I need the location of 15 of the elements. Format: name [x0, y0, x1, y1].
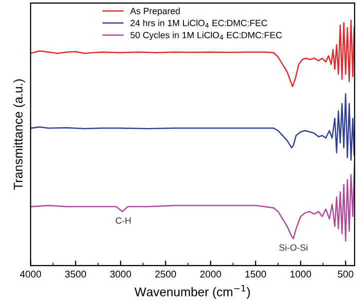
legend-label: 50 Cycles in 1M LiClO$_{4}$ EC:DMC:FEC	[130, 32, 282, 40]
annotation: C-H	[116, 217, 131, 224]
annotation: Si-O-Si	[279, 244, 308, 251]
x-axis-title: Wavenumber (cm$^{−1}$)	[134, 285, 250, 299]
x-tick-label: 2500	[155, 270, 176, 278]
x-tick-label: 3500	[65, 270, 86, 278]
x-tick-label: 4000	[20, 270, 42, 278]
legend-label: 24 hrs in 1M LiClO$_{4}$ EC:DMC:FEC	[130, 20, 268, 28]
x-tick-label: 1000	[290, 270, 312, 278]
x-tick-label: 500	[338, 270, 354, 278]
x-tick-label: 1500	[246, 270, 266, 278]
x-tick-label: 3000	[110, 270, 132, 278]
x-tick-label: 2000	[200, 270, 222, 278]
legend-label: As Prepared	[130, 8, 180, 16]
y-axis-title: Transmittance (a.u.)	[13, 79, 26, 190]
